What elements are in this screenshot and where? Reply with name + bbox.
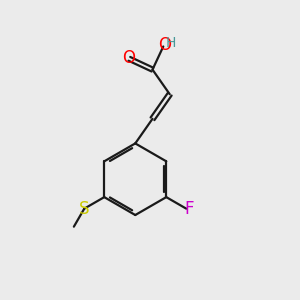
Text: F: F <box>184 200 194 218</box>
Text: O: O <box>158 36 171 54</box>
Text: H: H <box>166 36 176 50</box>
Text: S: S <box>79 200 89 218</box>
Text: O: O <box>122 49 135 67</box>
